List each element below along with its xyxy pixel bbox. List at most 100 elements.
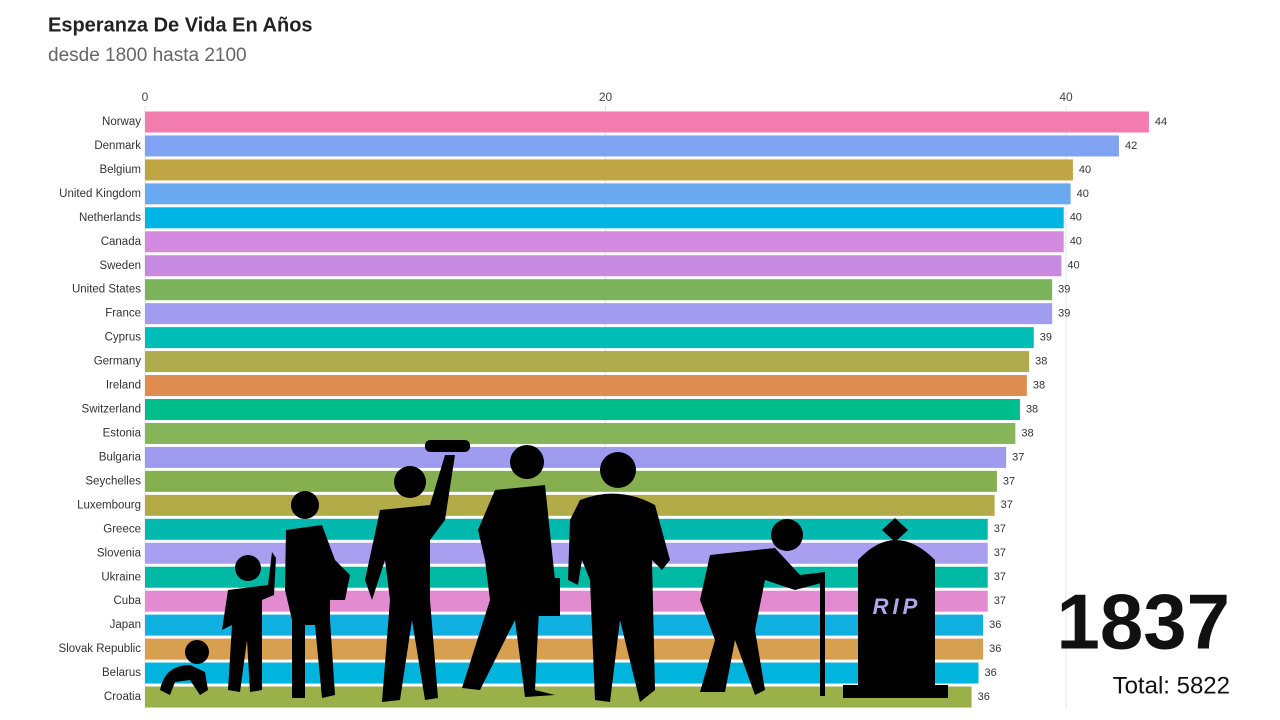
- bar: [145, 159, 1073, 181]
- cane: [820, 578, 825, 696]
- value-label: 42: [1125, 140, 1137, 152]
- value-label: 37: [1003, 475, 1015, 487]
- category-label: Japan: [110, 619, 141, 631]
- x-tick-label: 20: [599, 90, 613, 104]
- category-label: Norway: [102, 116, 141, 128]
- baby-body: [160, 665, 208, 695]
- bar: [145, 231, 1064, 253]
- category-label: Bulgaria: [99, 451, 142, 463]
- bar: [145, 207, 1064, 229]
- bar: [145, 446, 1007, 468]
- category-label: Luxembourg: [77, 499, 141, 511]
- category-label: Slovenia: [97, 547, 142, 559]
- bar: [145, 279, 1053, 301]
- category-label: Germany: [94, 356, 142, 368]
- category-label: United Kingdom: [59, 188, 141, 200]
- value-label: 44: [1155, 116, 1167, 128]
- teen-head: [394, 466, 426, 498]
- rip-text: RIP: [873, 594, 922, 619]
- x-tick-label: 0: [142, 90, 149, 104]
- category-label: Slovak Republic: [59, 643, 142, 655]
- value-label: 39: [1040, 332, 1052, 344]
- value-label: 37: [994, 595, 1006, 607]
- chart-title: Esperanza De Vida En Años: [48, 14, 313, 36]
- value-label: 38: [1033, 379, 1045, 391]
- category-label: Cyprus: [105, 332, 142, 344]
- silhouettes: [160, 440, 948, 702]
- bar: [145, 614, 984, 636]
- value-label: 37: [994, 547, 1006, 559]
- bar: [145, 183, 1071, 205]
- bar: [145, 399, 1020, 420]
- category-label: United States: [72, 284, 141, 296]
- bar: [145, 135, 1119, 157]
- value-label: 36: [989, 619, 1001, 631]
- category-label: Denmark: [94, 140, 141, 152]
- middle-head: [600, 452, 636, 488]
- category-label: Belgium: [99, 164, 141, 176]
- adult-body: [462, 485, 555, 697]
- category-label: Croatia: [104, 691, 142, 703]
- value-label: 40: [1070, 236, 1082, 248]
- value-label: 39: [1058, 284, 1070, 296]
- bar: [145, 327, 1034, 349]
- child-body: [285, 525, 350, 698]
- category-label: Netherlands: [79, 212, 141, 224]
- year: 1837: [1056, 578, 1230, 666]
- bar: [145, 470, 997, 492]
- value-label: 40: [1077, 188, 1089, 200]
- value-label: 38: [1035, 355, 1047, 367]
- category-label: Ireland: [106, 380, 141, 392]
- bar: [145, 375, 1027, 397]
- x-tick-label: 40: [1059, 90, 1073, 104]
- diploma: [425, 440, 470, 452]
- category-label: Seychelles: [85, 475, 141, 487]
- total: Total: 5822: [1113, 672, 1230, 699]
- value-label: 37: [994, 523, 1006, 535]
- toddler-head: [235, 555, 261, 581]
- toddler-body: [222, 552, 276, 692]
- tombstone-ornament: [882, 518, 908, 542]
- tombstone: [843, 540, 948, 698]
- bar: [145, 638, 984, 660]
- category-label: Belarus: [102, 667, 141, 679]
- category-label: Canada: [101, 236, 142, 248]
- category-label: Greece: [103, 523, 141, 535]
- value-label: 37: [1012, 451, 1024, 463]
- bar: [145, 494, 995, 516]
- bar: [145, 422, 1016, 444]
- bar: [145, 351, 1030, 373]
- value-label: 36: [985, 667, 997, 679]
- bar: [145, 590, 988, 612]
- bar: [145, 255, 1062, 277]
- category-label: Switzerland: [82, 404, 141, 416]
- bar: [145, 518, 988, 540]
- value-label: 36: [989, 643, 1001, 655]
- teen-body: [365, 455, 455, 702]
- value-label: 38: [1026, 403, 1038, 415]
- category-label: Cuba: [114, 595, 142, 607]
- baby-head: [185, 640, 209, 664]
- value-label: 36: [978, 691, 990, 703]
- value-label: 38: [1021, 427, 1033, 439]
- middle-body: [568, 493, 670, 702]
- category-label: Sweden: [99, 260, 141, 272]
- value-label: 40: [1070, 212, 1082, 224]
- category-label: Ukraine: [101, 571, 141, 583]
- value-label: 37: [1001, 499, 1013, 511]
- chart-subtitle: desde 1800 hasta 2100: [48, 45, 247, 66]
- adult-head: [510, 445, 544, 479]
- bar: [145, 662, 979, 684]
- category-label: Estonia: [103, 427, 142, 439]
- briefcase: [530, 578, 560, 616]
- elder-head: [771, 519, 803, 551]
- value-label: 40: [1079, 164, 1091, 176]
- bar: [145, 111, 1149, 133]
- value-label: 40: [1067, 260, 1079, 272]
- value-label: 37: [994, 571, 1006, 583]
- value-label: 39: [1058, 308, 1070, 320]
- category-label: France: [105, 308, 141, 320]
- bar: [145, 686, 972, 708]
- bar: [145, 303, 1053, 325]
